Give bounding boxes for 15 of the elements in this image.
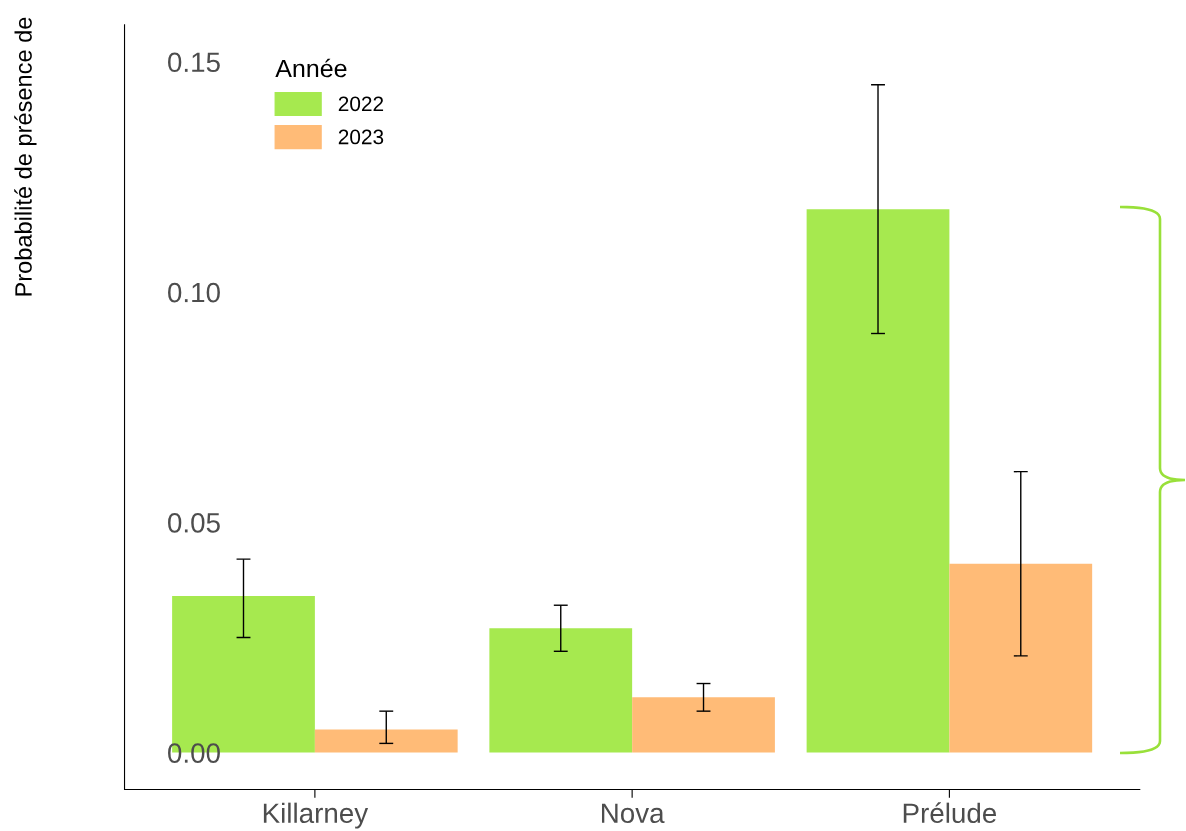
y-tick-label: 0.10 <box>168 282 220 303</box>
bar <box>632 697 775 753</box>
y-tick-label: 0.05 <box>168 513 220 533</box>
legend-title: Année <box>275 58 347 78</box>
bar <box>314 729 458 753</box>
legend-label: 2023 <box>338 129 384 145</box>
bar <box>806 209 950 753</box>
legend-label: 2022 <box>338 96 384 112</box>
x-tick-label: Prélude <box>903 802 997 824</box>
x-tick-label: Killarney <box>263 802 369 829</box>
bar <box>489 628 633 753</box>
x-tick-label: Nova <box>601 803 665 824</box>
bar <box>949 563 1093 753</box>
y-axis-title: Probabilité de présence de <box>14 17 37 296</box>
y-tick-label: 0.15 <box>168 52 220 73</box>
